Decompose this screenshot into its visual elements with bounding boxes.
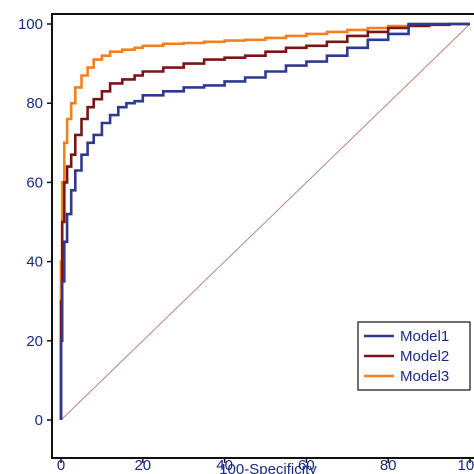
series-line-model2	[59, 22, 470, 420]
ticks-layer: 0 20 40 60 80 100 0 20 40 60 80 100	[18, 16, 474, 474]
x-tick-label: 40	[216, 457, 233, 474]
plot-frame	[51, 13, 474, 459]
reference-diagonal	[60, 23, 471, 421]
reference-layer	[60, 23, 471, 421]
series-line-model1	[59, 22, 470, 420]
x-tick-label: 0	[57, 457, 65, 474]
x-tick-label: 80	[380, 457, 397, 474]
x-tick-label: 100	[457, 457, 474, 474]
y-tick-label: 100	[18, 16, 43, 33]
x-tick-label: 20	[134, 457, 151, 474]
x-axis-title: 100-Specificity	[219, 461, 317, 474]
y-tick-label: 60	[26, 174, 43, 191]
legend-label-model3: Model3	[400, 368, 449, 385]
series-line-model3	[59, 22, 470, 420]
plot-border	[51, 13, 474, 459]
series-layer	[59, 22, 470, 420]
x-tick-label: 60	[298, 457, 315, 474]
y-tick-label: 80	[26, 95, 43, 112]
legend-label-model1: Model1	[400, 328, 449, 345]
y-tick-label: 0	[35, 412, 43, 429]
legend-label-model2: Model2	[400, 348, 449, 365]
legend: Model1 Model2 Model3	[357, 321, 471, 391]
y-tick-label: 20	[26, 333, 43, 350]
y-tick-label: 40	[26, 254, 43, 271]
